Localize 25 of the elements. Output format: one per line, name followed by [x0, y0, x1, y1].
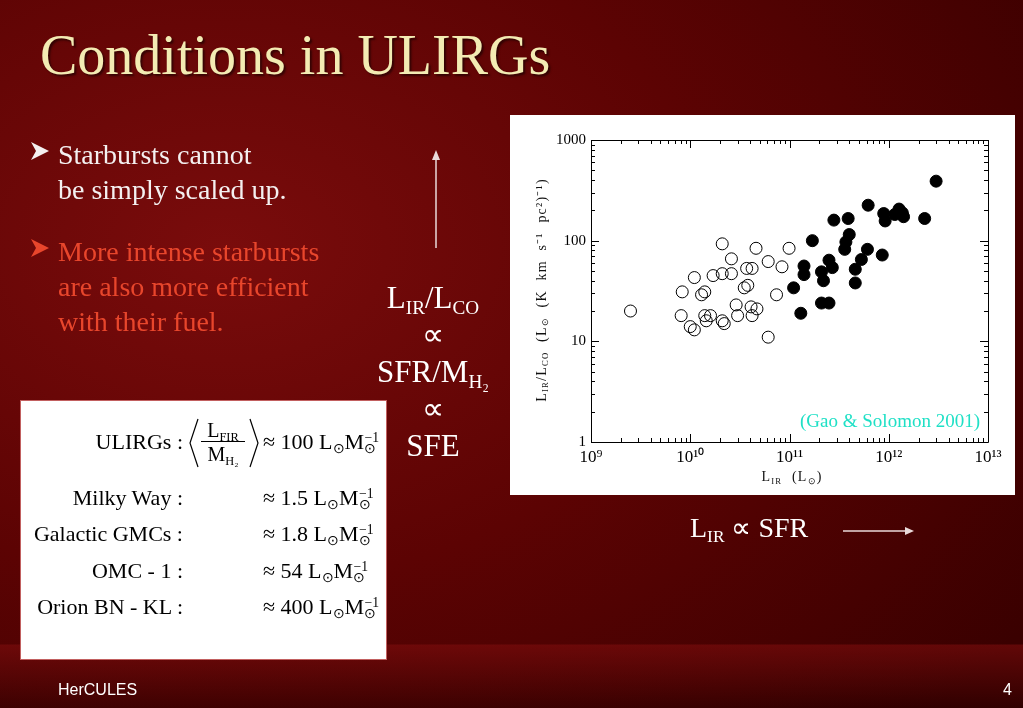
text: L$_{IR}$ ∝ SFR — [690, 511, 809, 547]
y-tick-label: 10 — [571, 332, 586, 349]
text: More intense starbursts are also more efficient with their fuel. — [58, 235, 320, 339]
text: M$_{H₂}$ — [207, 442, 239, 468]
y-tick-label: 100 — [563, 231, 586, 248]
text: ULIRGs : — [95, 429, 183, 455]
x-tick-label: 10¹² — [875, 446, 903, 466]
y-tick-label: 1000 — [556, 130, 586, 147]
text: HerCULES — [58, 680, 138, 700]
text: Starbursts cannot be simply scaled up. — [58, 138, 287, 207]
chart-title: Conditions in ULIRGs — [40, 23, 551, 87]
x-tick-label: 10¹¹ — [775, 446, 804, 466]
y-tick-label: 1 — [578, 432, 586, 449]
text: L$_{FIR}$ — [201, 419, 245, 444]
text: 4 — [1003, 680, 1012, 700]
text: OMC - 1 : — [91, 558, 183, 584]
x-axis-title: L$_{IR}$ (L$_{⊙}$) — [761, 469, 823, 486]
text: L$_{IR}$/L$_{CO}$ ∝ SFR/M$_{H₂}$ ∝ SFE — [377, 280, 489, 463]
text: Orion BN - KL : — [37, 594, 183, 620]
x-tick-label: 10¹⁰ — [676, 446, 705, 466]
text: Milky Way : — [72, 485, 183, 511]
x-tick-label: 10¹³ — [974, 446, 1002, 466]
x-tick-label: 10⁹ — [579, 446, 603, 466]
text: Galactic GMCs : — [33, 521, 183, 547]
annotation: (Gao & Solomon 2001) — [800, 410, 980, 432]
